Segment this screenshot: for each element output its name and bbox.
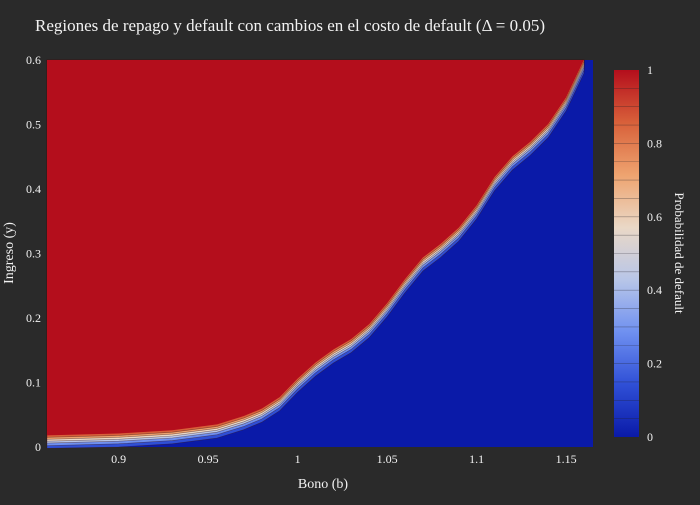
y-tick-label: 0.1: [26, 376, 41, 390]
colorbar-tick-label: 0.8: [647, 136, 662, 150]
colorbar-tick-label: 0.4: [647, 283, 662, 297]
x-axis-label: Bono (b): [298, 477, 349, 492]
colorbar: [614, 70, 639, 437]
x-tick-label: 1.15: [556, 452, 577, 466]
x-tick-label: 0.9: [111, 452, 126, 466]
colorbar-tick-label: 0: [647, 430, 653, 444]
colorbar-tick-label: 0.2: [647, 357, 662, 371]
colorbar-title: Probabilidad de default: [672, 192, 687, 314]
x-tick-label: 0.95: [198, 452, 219, 466]
colorbar-tick-label: 0.6: [647, 210, 662, 224]
y-tick-label: 0.6: [26, 53, 41, 67]
y-tick-label: 0.3: [26, 247, 41, 261]
y-tick-label: 0.4: [26, 182, 41, 196]
default-region-band-6: [47, 59, 584, 436]
chart-title: Regiones de repago y default con cambios…: [35, 16, 545, 35]
x-tick-label: 1.05: [377, 452, 398, 466]
y-tick-label: 0.5: [26, 118, 41, 132]
y-axis-label: Ingreso (y): [2, 222, 17, 284]
x-tick-label: 1.1: [469, 452, 484, 466]
y-tick-label: 0.2: [26, 311, 41, 325]
colorbar-tick-label: 1: [647, 63, 653, 77]
x-tick-label: 1: [295, 452, 301, 466]
y-tick-label: 0: [35, 440, 41, 454]
